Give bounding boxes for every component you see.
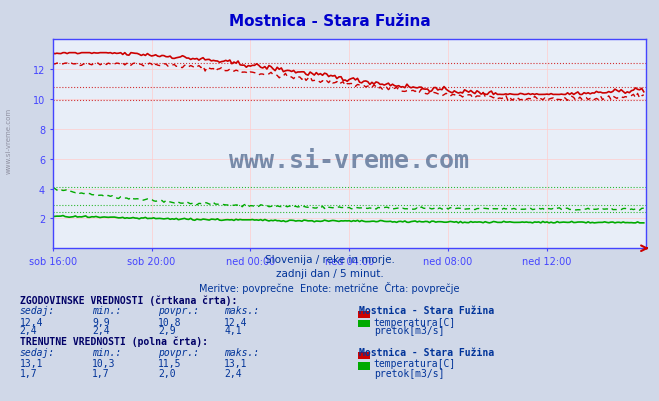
- Text: 2,4: 2,4: [20, 326, 38, 336]
- Text: Mostnica - Stara Fužina: Mostnica - Stara Fužina: [229, 14, 430, 29]
- Text: 10,8: 10,8: [158, 317, 182, 327]
- Text: ZGODOVINSKE VREDNOSTI (črtkana črta):: ZGODOVINSKE VREDNOSTI (črtkana črta):: [20, 295, 237, 305]
- Text: Slovenija / reke in morje.: Slovenija / reke in morje.: [264, 255, 395, 265]
- Text: 13,1: 13,1: [224, 358, 248, 368]
- Text: 4,1: 4,1: [224, 326, 242, 336]
- Text: temperatura[C]: temperatura[C]: [374, 317, 456, 327]
- Text: 10,3: 10,3: [92, 358, 116, 368]
- Text: TRENUTNE VREDNOSTI (polna črta):: TRENUTNE VREDNOSTI (polna črta):: [20, 336, 208, 346]
- Text: 2,4: 2,4: [224, 368, 242, 378]
- Text: sedaj:: sedaj:: [20, 306, 55, 316]
- Text: 9,9: 9,9: [92, 317, 110, 327]
- Text: 2,0: 2,0: [158, 368, 176, 378]
- Text: 11,5: 11,5: [158, 358, 182, 368]
- Text: maks.:: maks.:: [224, 306, 259, 316]
- Text: Meritve: povprečne  Enote: metrične  Črta: povprečje: Meritve: povprečne Enote: metrične Črta:…: [199, 281, 460, 293]
- Text: zadnji dan / 5 minut.: zadnji dan / 5 minut.: [275, 268, 384, 278]
- Text: min.:: min.:: [92, 306, 122, 316]
- Text: Mostnica - Stara Fužina: Mostnica - Stara Fužina: [359, 306, 494, 316]
- Text: www.si-vreme.com: www.si-vreme.com: [229, 149, 469, 173]
- Text: temperatura[C]: temperatura[C]: [374, 358, 456, 368]
- Text: 13,1: 13,1: [20, 358, 43, 368]
- Text: 12,4: 12,4: [224, 317, 248, 327]
- Text: 2,4: 2,4: [92, 326, 110, 336]
- Text: 1,7: 1,7: [20, 368, 38, 378]
- Text: pretok[m3/s]: pretok[m3/s]: [374, 368, 444, 378]
- Text: maks.:: maks.:: [224, 347, 259, 357]
- Text: min.:: min.:: [92, 347, 122, 357]
- Text: 2,9: 2,9: [158, 326, 176, 336]
- Text: 12,4: 12,4: [20, 317, 43, 327]
- Text: pretok[m3/s]: pretok[m3/s]: [374, 326, 444, 336]
- Text: 1,7: 1,7: [92, 368, 110, 378]
- Text: povpr.:: povpr.:: [158, 306, 199, 316]
- Text: sedaj:: sedaj:: [20, 347, 55, 357]
- Text: www.si-vreme.com: www.si-vreme.com: [5, 107, 12, 173]
- Text: Mostnica - Stara Fužina: Mostnica - Stara Fužina: [359, 347, 494, 357]
- Text: povpr.:: povpr.:: [158, 347, 199, 357]
